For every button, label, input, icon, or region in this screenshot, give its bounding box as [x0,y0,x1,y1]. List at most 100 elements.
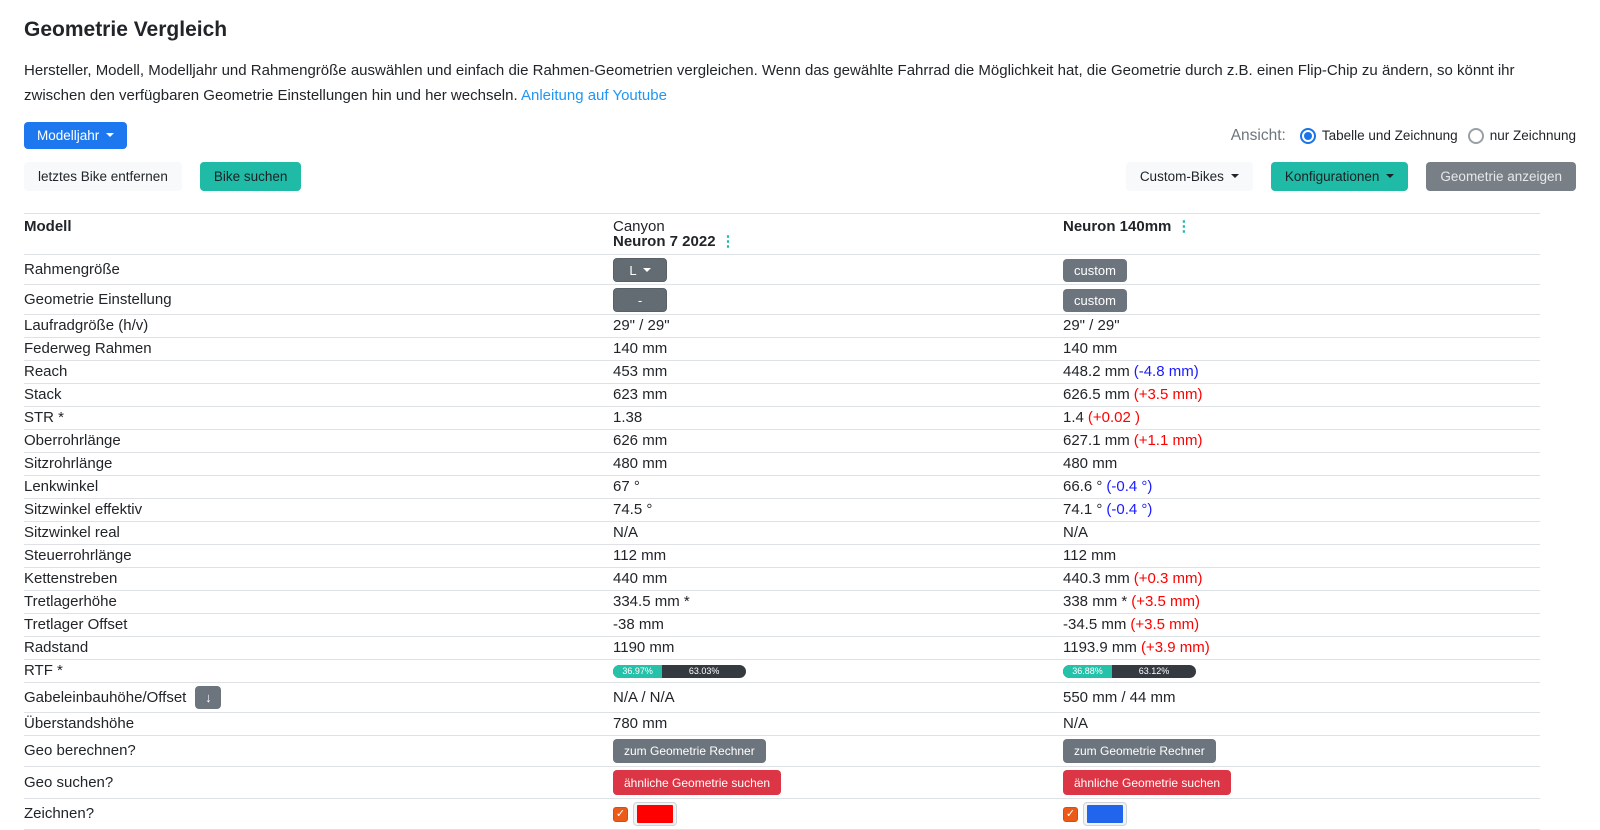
geometry-setting-custom-button-bike2[interactable]: custom [1063,288,1127,312]
modelljahr-dropdown-button[interactable]: Modelljahr [24,122,128,149]
bike1-menu-icon[interactable]: ⋮ [720,233,736,250]
row-label: STR * [24,409,65,426]
radio-unselected-icon[interactable] [1467,127,1484,144]
chevron-down-icon [106,133,115,138]
bike2-value: 480 mm [1063,455,1118,472]
row-label: Stack [24,386,62,403]
table-row-zeichnen: Zeichnen? ✓ ✓ [24,799,1540,830]
column-header-bike1: Canyon Neuron 7 2022 ⋮ [613,214,1063,254]
bike2-value: 626.5 mm (+3.5 mm) [1063,386,1203,403]
fork-expand-button[interactable]: ↓ [195,686,222,709]
bike1-value: -38 mm [613,616,664,633]
bike2-value: 66.6 ° (-0.4 °) [1063,478,1153,495]
table-row-geometrie-einstellung: Geometrie Einstellung - custom [24,285,1540,315]
bike2-value: N/A [1063,524,1089,541]
radio-label: nur Zeichnung [1489,128,1576,143]
table-row-rahmengroesse: Rahmengröße L custom [24,255,1540,285]
table-row-str: STR * 1.38 1.4 (+0.02 ) [24,407,1540,430]
row-label: Steuerrohrlänge [24,547,132,564]
frame-size-dropdown-bike1[interactable]: L [613,258,667,282]
radio-selected-icon[interactable] [1299,127,1316,144]
ansicht-label: Ansicht: [1230,126,1286,144]
delta-value: (+3.9 mm) [1140,639,1210,656]
geometry-calculator-button-bike2[interactable]: zum Geometrie Rechner [1063,739,1216,763]
row-label: Gabeleinbauhöhe/Offset [24,688,187,706]
bike2-value: 550 mm / 44 mm [1063,688,1176,706]
row-label: Überstandshöhe [24,715,135,732]
draw-checkbox-bike2[interactable]: ✓ [1063,806,1078,822]
rtf-front-segment: 36.97% [613,664,663,678]
frame-size-custom-button-bike2[interactable]: custom [1063,258,1127,282]
bike1-value: 780 mm [613,715,668,732]
bike1-value: 334.5 mm * [613,593,690,610]
bike2-value: 440.3 mm (+0.3 mm) [1063,570,1203,587]
table-row-tretlagerhoehe: Tretlagerhöhe 334.5 mm * 338 mm * (+3.5 m… [24,591,1540,614]
bike1-value: 1190 mm [613,639,675,656]
draw-color-picker-bike1[interactable] [633,802,677,826]
bike1-value: 623 mm [613,386,668,403]
rtf-rear-segment: 63.03% [688,666,720,676]
row-label: Laufradgröße (h/v) [24,317,149,334]
bike2-value: 74.1 ° (-0.4 °) [1063,501,1153,518]
bike1-brand: Canyon [613,218,665,235]
remove-last-bike-button[interactable]: letztes Bike entfernen [24,162,182,191]
bike1-value: 453 mm [613,363,668,380]
table-row-stack: Stack 623 mm 626.5 mm (+3.5 mm) [24,384,1540,407]
toolbar-row-2: letztes Bike entfernen Bike suchen Custo… [24,162,1576,191]
table-row-ueberstandshoehe: Überstandshöhe 780 mm N/A [24,713,1540,736]
bike1-value: 140 mm [613,340,668,357]
row-label: Geometrie Einstellung [24,291,172,308]
column-header-bike2: Neuron 140mm ⋮ [1063,214,1513,239]
bike2-value: 338 mm * (+3.5 mm) [1063,593,1200,610]
konfigurationen-dropdown-button[interactable]: Konfigurationen [1270,162,1409,191]
table-row-geo-berechnen: Geo berechnen? zum Geometrie Rechner zum… [24,736,1540,767]
column-header-modell: Modell [24,218,72,235]
table-row-lenkwinkel: Lenkwinkel 67 ° 66.6 ° (-0.4 °) [24,476,1540,499]
delta-value: (-0.4 °) [1106,501,1153,518]
row-label: Radstand [24,639,89,656]
delta-value: (+3.5 mm) [1130,616,1200,633]
rtf-ratio-bar-bike1: 36.97% 63.03% [613,664,746,678]
delta-value: (-0.4 °) [1106,478,1153,495]
row-label: Lenkwinkel [24,478,99,495]
radio-option-drawing-only[interactable]: nur Zeichnung [1467,127,1576,144]
bike2-model: Neuron 140mm [1063,218,1172,235]
row-label: Reach [24,363,68,380]
similar-geometry-search-button-bike1[interactable]: ähnliche Geometrie suchen [613,770,782,795]
row-label: Federweg Rahmen [24,340,152,357]
bike1-value: 74.5 ° [613,501,653,518]
search-bike-button[interactable]: Bike suchen [199,162,302,191]
delta-value: (+0.02 ) [1087,409,1140,426]
delta-value: (+3.5 mm) [1133,386,1203,403]
table-row-kettenstreben: Kettenstreben 440 mm 440.3 mm (+0.3 mm) [24,568,1540,591]
bike2-menu-icon[interactable]: ⋮ [1176,218,1191,235]
bike1-value: 1.38 [613,409,643,426]
bike2-value: 140 mm [1063,340,1118,357]
custom-bikes-dropdown-button[interactable]: Custom-Bikes [1125,162,1253,191]
color-swatch-red [637,805,673,823]
row-label: Tretlager Offset [24,616,128,633]
chevron-down-icon [1386,174,1395,179]
bike2-value: 1193.9 mm (+3.9 mm) [1063,639,1210,656]
geometry-calculator-button-bike1[interactable]: zum Geometrie Rechner [613,739,766,763]
show-geometry-button[interactable]: Geometrie anzeigen [1426,162,1576,191]
youtube-link[interactable]: Anleitung auf Youtube [520,87,667,104]
draw-checkbox-bike1[interactable]: ✓ [613,806,628,822]
rtf-ratio-bar-bike2: 36.88% 63.12% [1063,664,1196,678]
row-label: Sitzrohrlänge [24,455,113,472]
similar-geometry-search-button-bike2[interactable]: ähnliche Geometrie suchen [1063,770,1232,795]
row-label: Geo berechnen? [24,742,136,759]
draw-color-picker-bike2[interactable] [1083,802,1127,826]
row-label: Rahmengröße [24,261,120,278]
check-icon: ✓ [1065,807,1076,820]
description-text: Hersteller, Modell, Modelljahr und Rahme… [24,62,1515,104]
table-row-laufradgroesse: Laufradgröße (h/v) 29" / 29" 29" / 29" [24,315,1540,338]
radio-option-table-drawing[interactable]: Tabelle und Zeichnung [1299,127,1458,144]
row-label: Tretlagerhöhe [24,593,117,610]
row-label: Kettenstreben [24,570,118,587]
table-row-geo-suchen: Geo suchen? ähnliche Geometrie suchen äh… [24,767,1540,799]
bike2-value: 29" / 29" [1063,317,1120,334]
table-row-sitzrohrlaenge: Sitzrohrlänge 480 mm 480 mm [24,453,1540,476]
table-row-gabeleinbauhoehe: Gabeleinbauhöhe/Offset ↓ N/A / N/A 550 m… [24,683,1540,713]
geometry-setting-dropdown-bike1[interactable]: - [613,288,667,312]
